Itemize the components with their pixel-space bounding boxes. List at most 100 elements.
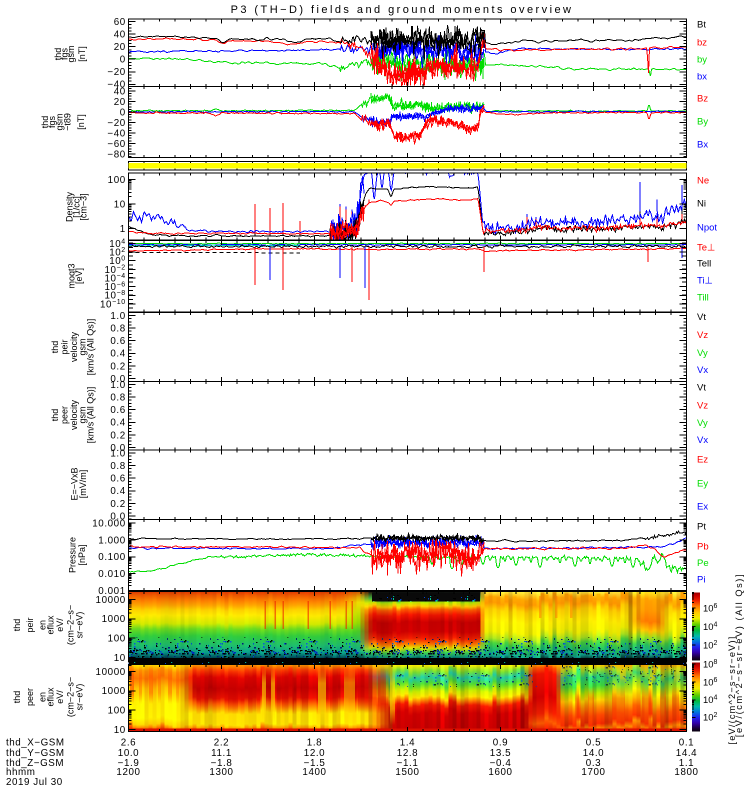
svg-text:102: 102 <box>703 711 717 722</box>
svg-text:velocity: velocity <box>69 331 79 362</box>
svg-text:20: 20 <box>114 97 126 108</box>
svg-text:E=−VxB: E=−VxB <box>70 467 80 500</box>
svg-text:1.1: 1.1 <box>679 758 694 769</box>
svg-text:bx: bx <box>697 71 707 82</box>
svg-text:10−2: 10−2 <box>105 264 126 276</box>
svg-text:Te⊥: Te⊥ <box>697 243 715 254</box>
svg-text:Density: Density <box>65 191 75 222</box>
svg-text:−20: −20 <box>107 67 125 78</box>
svg-text:0.9: 0.9 <box>493 737 508 748</box>
svg-text:1.4: 1.4 <box>400 737 415 748</box>
svg-text:[1/cc]: [1/cc] <box>72 196 82 218</box>
svg-text:thd_X−GSM: thd_X−GSM <box>6 737 65 748</box>
svg-text:[nPa]: [nPa] <box>77 544 87 565</box>
svg-text:thd: thd <box>40 116 50 129</box>
svg-text:Vy: Vy <box>697 418 708 429</box>
svg-text:Vx: Vx <box>697 365 708 376</box>
svg-text:0.2: 0.2 <box>110 430 125 441</box>
svg-text:40: 40 <box>114 86 126 97</box>
svg-text:10−8: 10−8 <box>105 290 126 302</box>
svg-text:velocity: velocity <box>69 399 79 430</box>
svg-text:104: 104 <box>109 238 126 250</box>
svg-text:0.0: 0.0 <box>110 443 125 454</box>
svg-text:−0.4: −0.4 <box>490 758 512 769</box>
svg-text:Ey: Ey <box>697 478 708 489</box>
svg-text:sr−eV): sr−eV) <box>75 684 85 711</box>
svg-text:102: 102 <box>703 639 717 650</box>
svg-text:[cm−3]: [cm−3] <box>79 193 89 220</box>
svg-text:en: en <box>38 692 48 702</box>
svg-text:10−4: 10−4 <box>105 273 126 285</box>
svg-text:1: 1 <box>120 224 126 235</box>
svg-text:Vx: Vx <box>697 435 708 446</box>
svg-text:thd: thd <box>12 691 22 704</box>
svg-text:[km/s (All Qs)]: [km/s (All Qs)] <box>86 387 96 444</box>
svg-text:0.8: 0.8 <box>110 461 125 472</box>
svg-text:sr−eV): sr−eV) <box>75 612 85 639</box>
svg-text:1400: 1400 <box>302 767 326 778</box>
svg-text:−40: −40 <box>107 128 125 139</box>
svg-text:10.000: 10.000 <box>92 519 126 530</box>
svg-text:100: 100 <box>108 175 126 186</box>
svg-text:12.0: 12.0 <box>304 748 325 759</box>
svg-text:Vz: Vz <box>697 401 708 412</box>
svg-text:0.4: 0.4 <box>110 486 125 497</box>
svg-text:106: 106 <box>703 602 717 613</box>
svg-text:0.4: 0.4 <box>110 418 125 429</box>
svg-text:0.6: 0.6 <box>110 336 125 347</box>
svg-text:10: 10 <box>114 653 126 664</box>
svg-text:108: 108 <box>703 659 717 670</box>
svg-text:0.0: 0.0 <box>110 374 125 385</box>
svg-text:2.6: 2.6 <box>121 737 136 748</box>
svg-text:1500: 1500 <box>395 767 419 778</box>
svg-text:0.6: 0.6 <box>110 405 125 416</box>
svg-text:1.8: 1.8 <box>307 737 322 748</box>
svg-text:10−6: 10−6 <box>105 282 126 294</box>
svg-text:1300: 1300 <box>209 767 233 778</box>
svg-text:(cm~2−s−: (cm~2−s− <box>66 605 76 645</box>
svg-text:thd: thd <box>53 48 63 61</box>
svg-text:en: en <box>38 620 48 630</box>
svg-text:Vz: Vz <box>697 330 708 341</box>
svg-text:Pi: Pi <box>697 575 705 586</box>
svg-text:eflux: eflux <box>46 615 56 635</box>
svg-text:1000: 1000 <box>102 686 126 697</box>
svg-text:102: 102 <box>109 247 126 259</box>
svg-text:1.0: 1.0 <box>110 448 125 459</box>
svg-text:gsm: gsm <box>66 45 76 62</box>
svg-text:[eV]: [eV] <box>74 268 84 284</box>
svg-text:2.2: 2.2 <box>214 737 229 748</box>
svg-text:1.0: 1.0 <box>110 311 125 322</box>
svg-text:hhmm: hhmm <box>6 767 35 778</box>
svg-text:0.0: 0.0 <box>110 511 125 522</box>
svg-text:[nT]: [nT] <box>77 46 87 62</box>
svg-text:thd: thd <box>12 619 22 632</box>
svg-text:104: 104 <box>703 694 717 705</box>
svg-text:20: 20 <box>114 42 126 53</box>
svg-text:[eV/(cm^2−s−sr−eV)]: [eV/(cm^2−s−sr−eV)] <box>727 635 737 744</box>
svg-text:0.5: 0.5 <box>586 737 601 748</box>
svg-text:14.4: 14.4 <box>676 748 697 759</box>
svg-text:Ne: Ne <box>697 175 709 186</box>
svg-text:gsm: gsm <box>78 406 88 423</box>
svg-text:−1.9: −1.9 <box>118 758 140 769</box>
svg-text:12.8: 12.8 <box>397 748 418 759</box>
svg-text:−60: −60 <box>107 139 125 150</box>
svg-text:peir: peir <box>60 339 70 354</box>
svg-text:gsm: gsm <box>78 338 88 355</box>
svg-text:Tell: Tell <box>697 259 711 270</box>
svg-text:peir: peir <box>25 617 35 632</box>
svg-text:10: 10 <box>114 725 126 736</box>
svg-text:thd: thd <box>50 341 60 354</box>
svg-text:Pb: Pb <box>697 542 709 553</box>
svg-text:−40: −40 <box>107 80 125 91</box>
svg-text:0.4: 0.4 <box>110 349 125 360</box>
svg-text:peer: peer <box>60 406 70 424</box>
svg-text:1.0: 1.0 <box>110 380 125 391</box>
svg-text:1600: 1600 <box>488 767 512 778</box>
svg-text:Pressure: Pressure <box>68 537 78 573</box>
svg-text:thd_Y−GSM: thd_Y−GSM <box>6 748 65 759</box>
svg-text:2019 Jul 30: 2019 Jul 30 <box>6 777 63 788</box>
svg-text:0.6: 0.6 <box>110 474 125 485</box>
svg-text:0: 0 <box>120 107 126 118</box>
